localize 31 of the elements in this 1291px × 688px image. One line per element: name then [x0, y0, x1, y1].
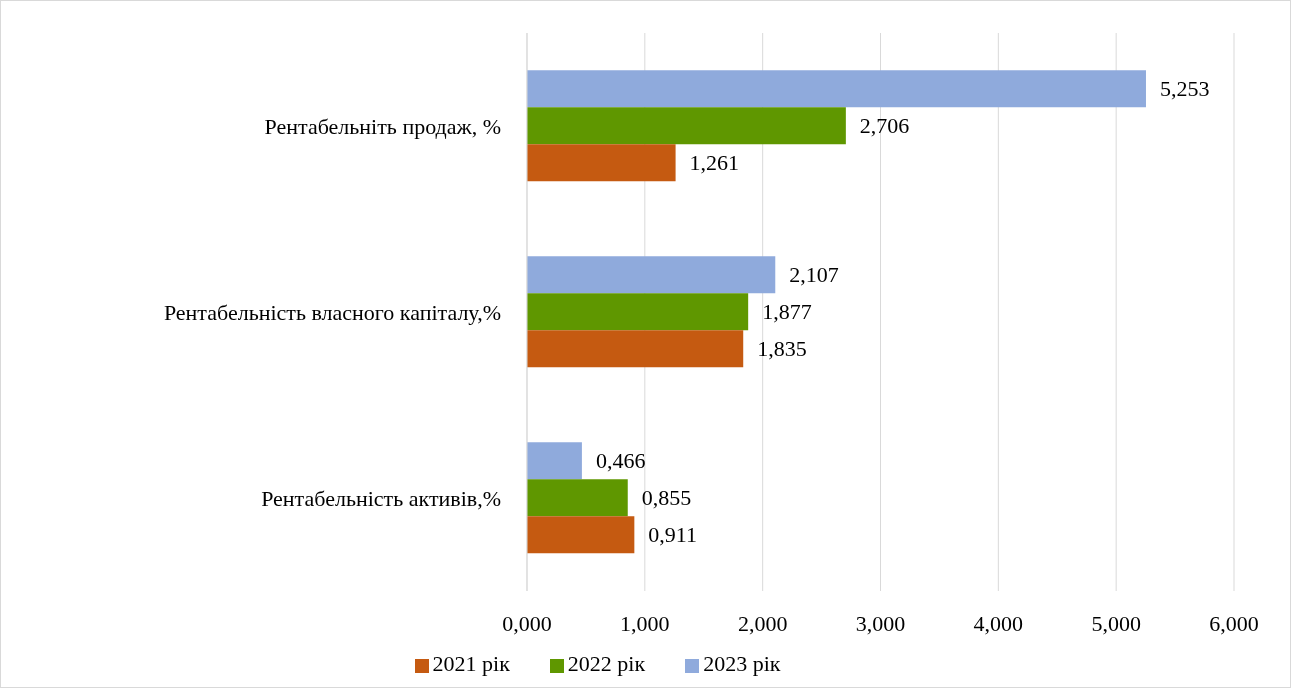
legend-label: 2022 рік	[567, 651, 646, 676]
bar	[527, 107, 846, 145]
bar	[527, 256, 776, 294]
bar	[527, 516, 635, 554]
x-tick-label: 2,000	[737, 610, 788, 636]
y-tick-label: Рентабельність активів,%	[261, 485, 501, 511]
legend-label: 2023 рік	[703, 651, 781, 676]
x-tick-label: 4,000	[973, 610, 1024, 636]
bar	[527, 144, 676, 182]
x-tick-label: 0,000	[502, 610, 552, 636]
bar	[527, 293, 749, 331]
x-tick-label: 5,000	[1091, 610, 1141, 636]
data-label: 5,253	[1159, 76, 1210, 102]
y-tick-label: Рентабельніть продаж, %	[264, 113, 501, 139]
data-label: 2,107	[789, 262, 839, 288]
y-tick-label: Рентабельність власного капіталу,%	[163, 299, 501, 325]
data-label: 1,877	[762, 299, 812, 325]
data-label: 2,706	[859, 113, 910, 139]
data-label: 1,261	[689, 150, 740, 176]
data-label: 0,855	[641, 485, 692, 511]
x-tick-label: 1,000	[620, 610, 670, 636]
bar	[527, 442, 582, 480]
legend-label: 2021 рік	[432, 651, 510, 676]
bar	[527, 479, 628, 517]
data-label: 0,911	[648, 522, 698, 548]
bar	[527, 70, 1146, 108]
data-label: 1,835	[757, 336, 807, 362]
bar	[527, 330, 744, 368]
x-tick-label: 6,000	[1209, 610, 1259, 636]
data-label: 0,466	[595, 448, 646, 474]
x-tick-label: 3,000	[855, 610, 906, 636]
